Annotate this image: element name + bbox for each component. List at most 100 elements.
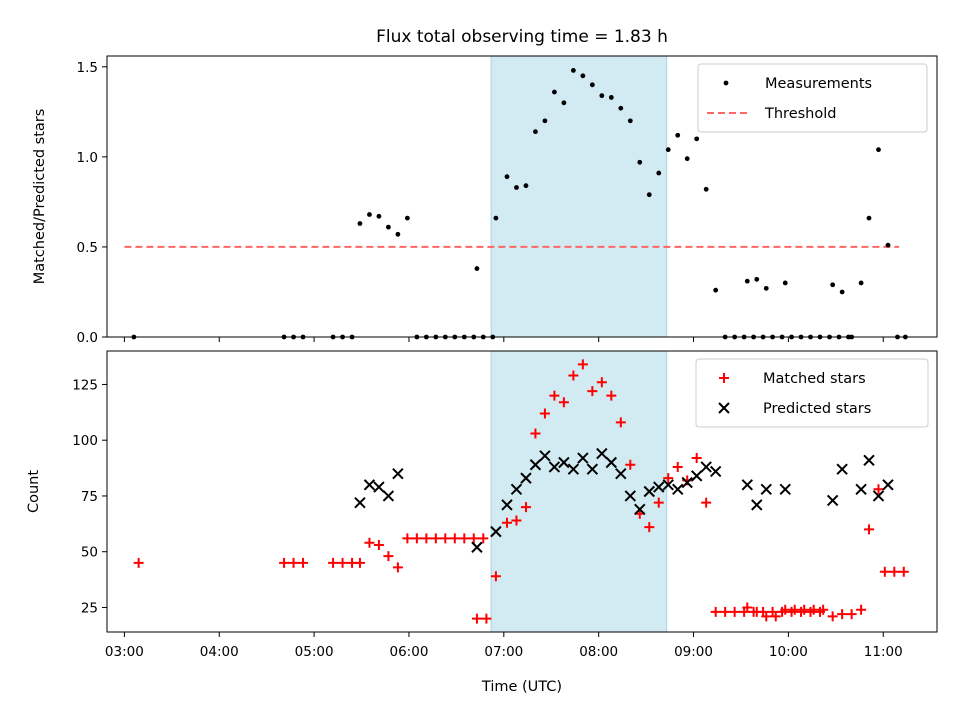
measurement-point xyxy=(782,280,788,286)
bottom-axes-frame xyxy=(106,350,938,633)
predicted-star-point xyxy=(863,454,875,466)
measurement-point xyxy=(858,280,864,286)
matched-star-point xyxy=(411,533,422,544)
matched-star-point xyxy=(770,611,781,622)
matched-star-point xyxy=(625,459,636,470)
predicted-star-point xyxy=(520,472,532,484)
matched-star-point xyxy=(729,606,740,617)
measurement-point xyxy=(754,276,760,282)
y-tick-label: 125 xyxy=(72,377,98,393)
predicted-star-point xyxy=(373,481,385,493)
matched-star-point xyxy=(889,566,900,577)
x-tick-label: 03:00 xyxy=(105,644,144,660)
legend-box xyxy=(695,358,929,428)
measurement-point xyxy=(570,68,576,73)
measurement-point xyxy=(533,129,538,135)
predicted-star-point xyxy=(558,456,570,469)
predicted-star-point xyxy=(354,496,366,509)
matched-star-point xyxy=(818,604,829,615)
matched-star-point xyxy=(490,571,501,582)
predicted-star-point xyxy=(471,541,483,553)
matched-star-point xyxy=(520,502,531,513)
matched-star-point xyxy=(511,515,522,526)
measurement-point xyxy=(542,118,548,124)
predicted-star-point xyxy=(836,463,848,475)
x-tick-label: 07:00 xyxy=(484,644,523,660)
predicted-star-point xyxy=(605,456,618,469)
measurement-point xyxy=(474,266,480,271)
legend-label: Predicted stars xyxy=(763,401,871,417)
predicted-star-point xyxy=(539,450,551,462)
measurement-point xyxy=(599,93,605,99)
matched-star-point xyxy=(468,533,479,544)
predicted-star-point xyxy=(392,467,404,480)
predicted-star-point xyxy=(596,447,608,460)
matched-star-point xyxy=(808,604,819,615)
matched-star-point xyxy=(789,604,800,615)
x-tick-label: 09:00 xyxy=(674,644,713,660)
predicted-star-point xyxy=(624,490,637,502)
predicted-star-point xyxy=(586,463,599,475)
y-tick-label: 25 xyxy=(81,600,98,616)
predicted-star-point xyxy=(634,503,646,516)
matched-star-point xyxy=(742,602,753,613)
observing-span-shade xyxy=(491,351,667,632)
x-tick-label: 08:00 xyxy=(579,644,618,660)
predicted-star-point xyxy=(709,465,722,478)
legend-matched-marker xyxy=(719,373,729,383)
matched-star-point xyxy=(328,557,339,568)
chart-title: Flux total observing time = 1.83 h xyxy=(376,27,668,47)
matched-star-point xyxy=(864,524,875,535)
matched-star-point xyxy=(449,533,460,544)
measurement-point xyxy=(514,185,519,190)
predicted-star-point xyxy=(760,483,772,495)
measurement-point xyxy=(885,242,891,248)
top-axes: 0.0 0.5 1.0 1.5 Matched/Predicted stars Measu… xyxy=(32,55,938,346)
measurement-point xyxy=(386,224,391,230)
matched-star-point xyxy=(279,557,290,568)
predicted-star-point xyxy=(690,470,703,482)
x-tick-label: 11:00 xyxy=(864,644,903,660)
matched-star-point xyxy=(337,557,348,568)
measurement-point xyxy=(493,215,499,221)
predicted-star-point xyxy=(672,483,684,495)
series-predicted-stars xyxy=(354,447,894,553)
y-tick-label: 75 xyxy=(81,489,98,505)
y-axis-label: Matched/Predicted stars xyxy=(32,109,48,285)
matched-star-point xyxy=(780,604,791,615)
measurement-point xyxy=(665,147,671,153)
matched-star-point xyxy=(402,533,413,544)
matched-star-point xyxy=(837,609,848,620)
measurement-point xyxy=(694,136,700,142)
matched-star-point xyxy=(672,461,683,472)
measurement-point xyxy=(504,174,510,180)
predicted-star-point xyxy=(577,452,589,464)
matched-star-point xyxy=(421,533,432,544)
legend-box xyxy=(697,63,928,133)
matched-star-point xyxy=(653,497,664,508)
measurement-point xyxy=(395,231,401,237)
measurement-point xyxy=(675,132,681,138)
x-tick-label: 05:00 xyxy=(295,644,334,660)
x-tick-label: 04:00 xyxy=(200,644,239,660)
matched-star-point xyxy=(596,377,607,388)
x-tick-label: 06:00 xyxy=(390,644,429,660)
measurement-point xyxy=(703,186,709,192)
predicted-star-point xyxy=(501,499,513,511)
y-tick-label: 0.0 xyxy=(77,330,98,346)
measurement-point xyxy=(561,100,567,106)
predicted-star-point xyxy=(662,479,674,491)
measurement-point xyxy=(608,95,614,100)
matched-star-point xyxy=(364,537,375,548)
predicted-star-point xyxy=(882,479,894,491)
measurement-point xyxy=(830,282,836,288)
predicted-star-point xyxy=(681,476,693,489)
matched-star-point xyxy=(539,408,550,419)
matched-star-point xyxy=(549,390,560,401)
legend: Matched stars Predicted stars xyxy=(695,358,929,428)
matched-star-point xyxy=(373,540,384,551)
x-tick-label: 10:00 xyxy=(769,644,808,660)
legend-label: Threshold xyxy=(764,106,836,122)
predicted-star-point xyxy=(615,467,627,480)
